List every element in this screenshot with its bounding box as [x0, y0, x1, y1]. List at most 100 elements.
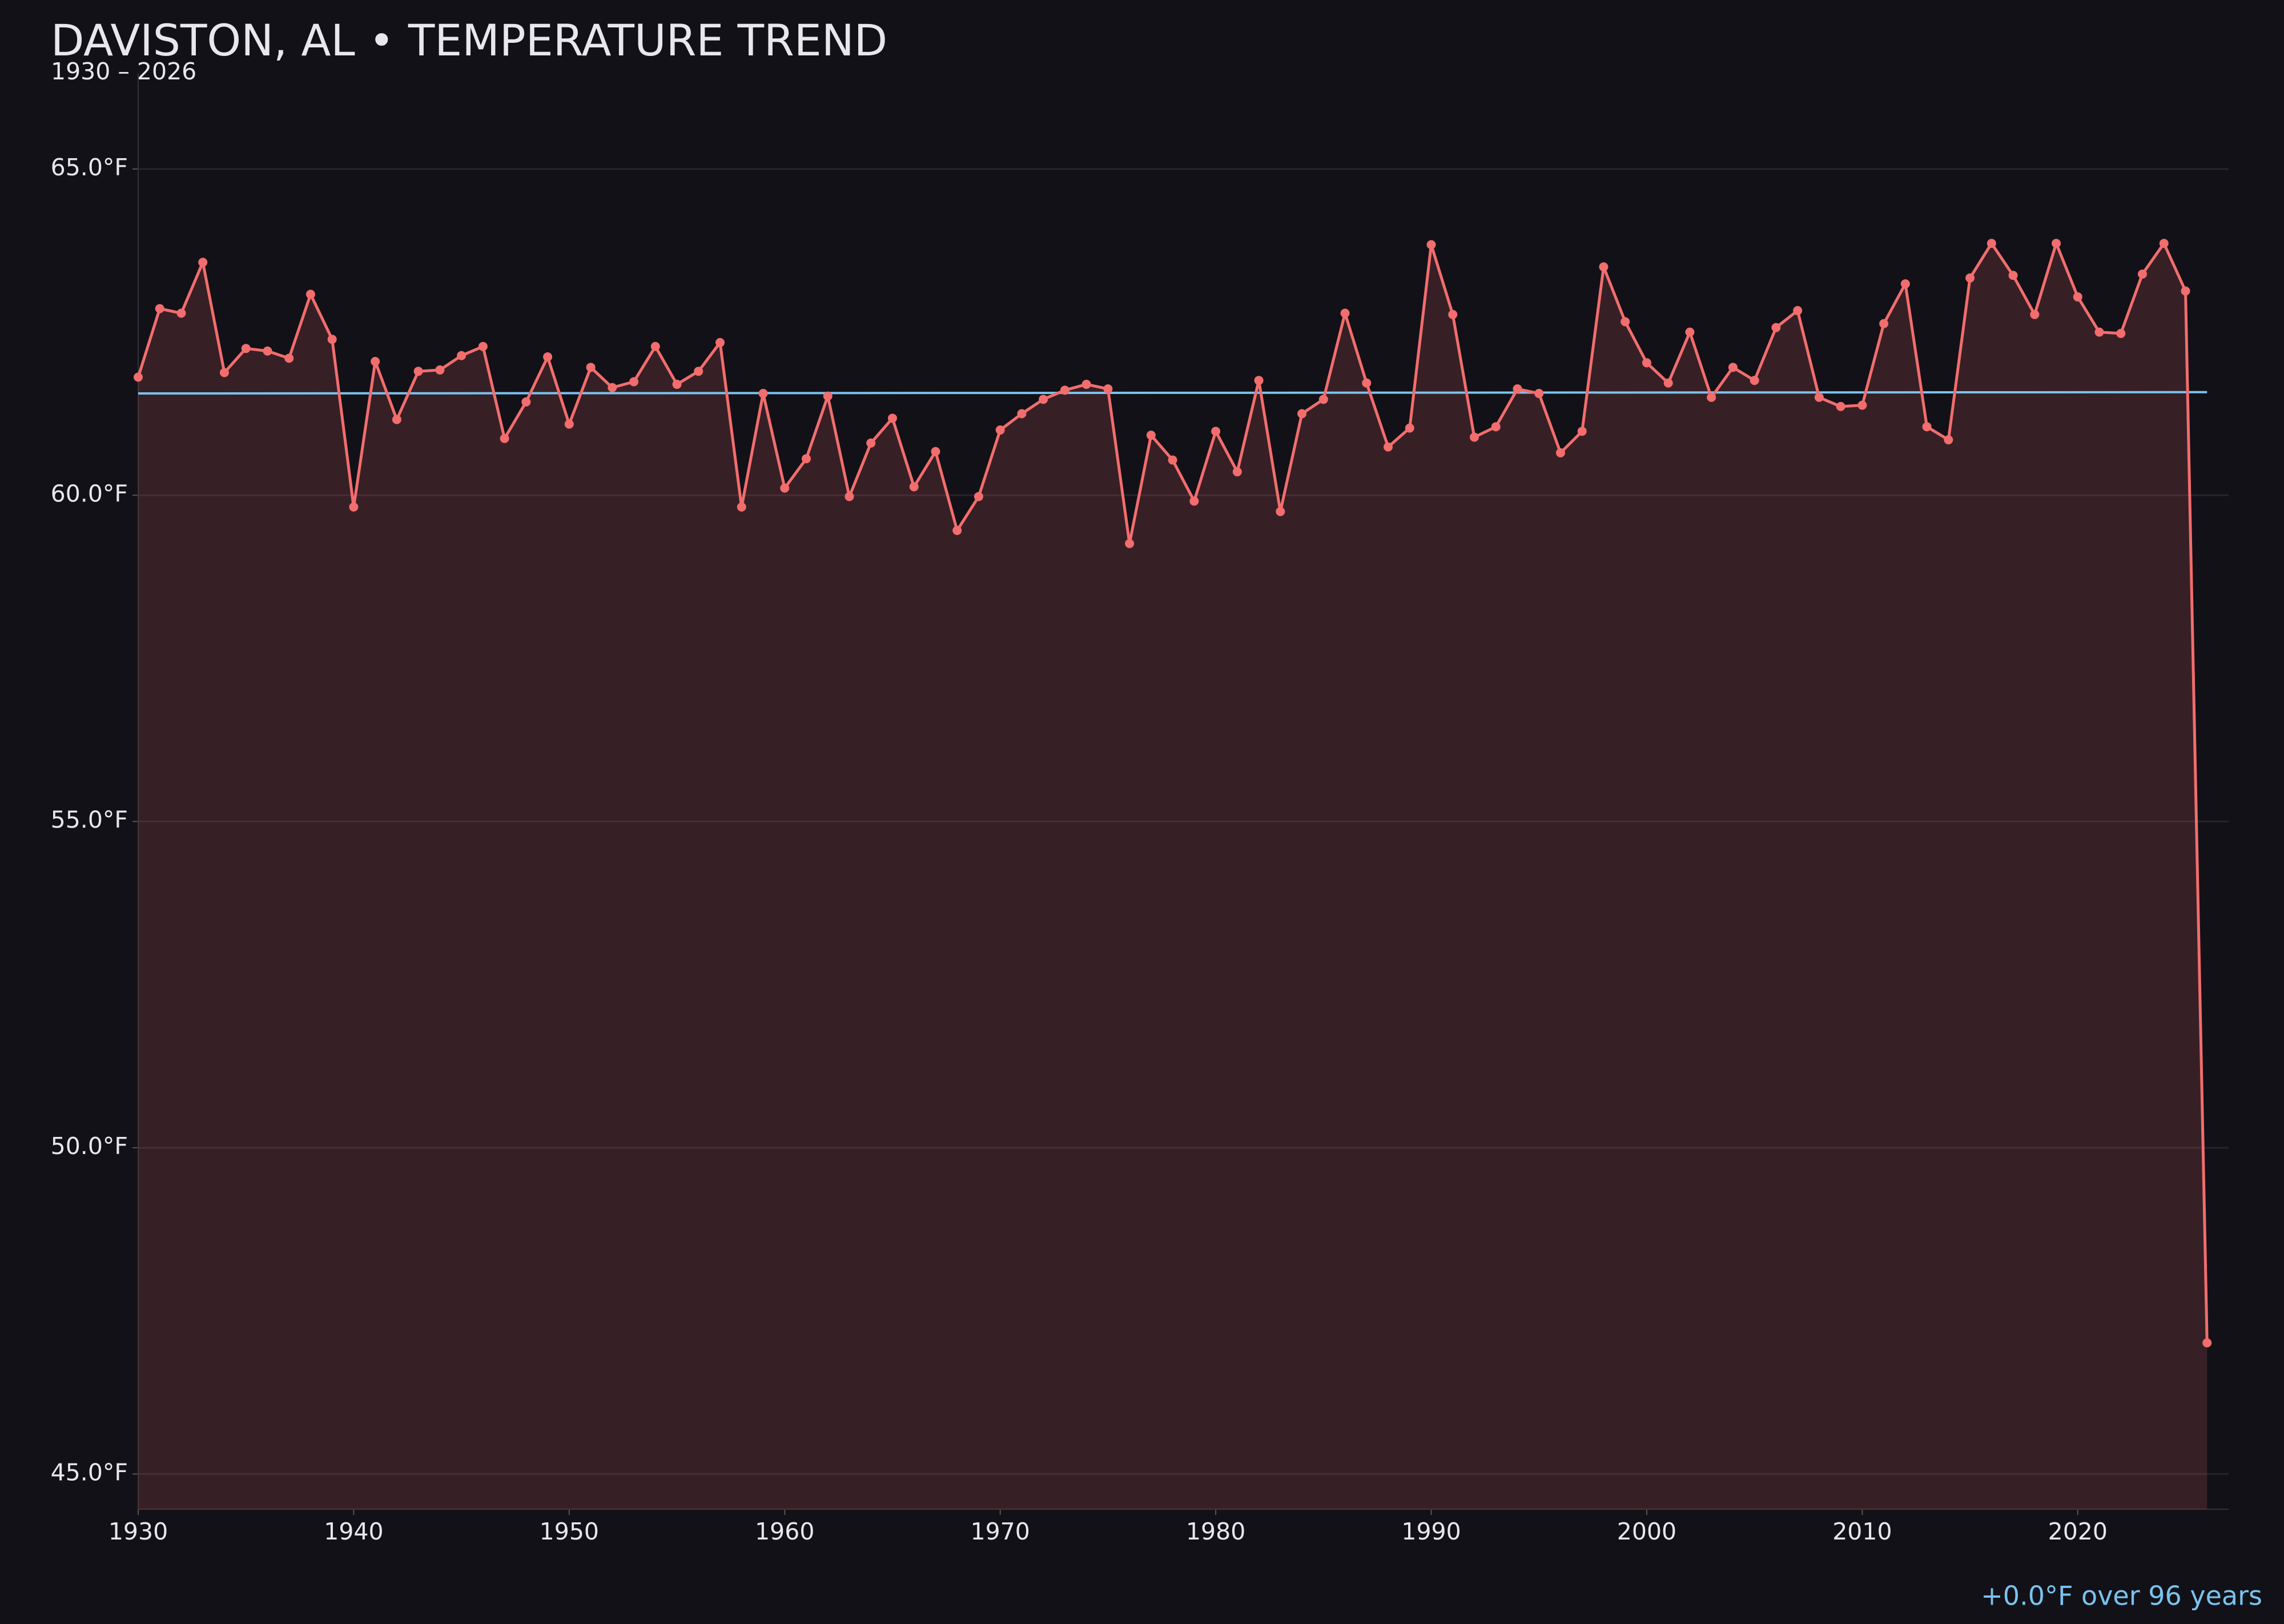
- point: [1900, 279, 1910, 289]
- x-tick-label: 1960: [755, 1518, 814, 1545]
- point: [1707, 392, 1716, 402]
- point: [1318, 395, 1328, 404]
- point: [608, 383, 617, 392]
- point: [586, 363, 596, 372]
- point: [521, 397, 531, 407]
- point: [1081, 380, 1091, 389]
- point: [284, 353, 294, 363]
- point: [1232, 467, 1242, 477]
- point: [887, 413, 897, 423]
- point: [1168, 455, 1177, 465]
- y-tick-label: 60.0°F: [51, 480, 128, 507]
- x-tick-label: 1970: [971, 1518, 1030, 1545]
- point: [1555, 448, 1565, 458]
- point: [155, 304, 164, 313]
- point: [371, 357, 380, 367]
- point: [543, 352, 553, 362]
- point: [866, 438, 876, 448]
- point: [1491, 422, 1501, 432]
- point: [1685, 327, 1695, 337]
- point: [478, 341, 488, 351]
- point: [392, 415, 401, 424]
- point: [1857, 400, 1867, 410]
- point: [1750, 376, 1759, 385]
- point: [2094, 327, 2104, 337]
- point: [909, 482, 919, 492]
- point: [1211, 427, 1221, 436]
- x-tick-label: 2020: [2048, 1518, 2108, 1545]
- point: [1987, 239, 1996, 248]
- point: [2052, 239, 2061, 248]
- point: [2116, 328, 2126, 338]
- x-tick-label: 1990: [1401, 1518, 1461, 1545]
- point: [823, 391, 833, 401]
- point: [1534, 389, 1544, 399]
- point: [737, 502, 746, 512]
- point: [2073, 292, 2082, 302]
- point: [1146, 431, 1156, 440]
- point: [650, 341, 660, 351]
- chart-title: DAVISTON, AL • TEMPERATURE TREND: [51, 15, 887, 66]
- point: [1879, 319, 1889, 328]
- point: [1513, 384, 1522, 394]
- point: [802, 454, 811, 464]
- point: [1039, 395, 1048, 404]
- point: [2159, 239, 2169, 248]
- point: [1448, 309, 1458, 319]
- point: [1642, 358, 1651, 368]
- y-tick-label: 65.0°F: [51, 154, 128, 181]
- point: [995, 425, 1005, 435]
- point: [305, 290, 315, 299]
- point: [715, 337, 725, 347]
- point: [931, 447, 940, 456]
- area: [138, 243, 2207, 1510]
- point: [263, 346, 272, 356]
- point: [1384, 442, 1393, 452]
- point: [1426, 240, 1436, 250]
- point: [1944, 435, 1953, 445]
- point: [758, 389, 768, 399]
- annotation: +0.0°F over 96 years: [1981, 1581, 2262, 1611]
- point: [1599, 262, 1609, 272]
- point: [1254, 376, 1264, 385]
- trend-line: [138, 391, 2207, 395]
- point: [2138, 269, 2148, 279]
- point: [1017, 409, 1027, 419]
- point: [198, 258, 208, 267]
- point: [327, 335, 337, 344]
- point: [564, 419, 574, 429]
- point: [1620, 317, 1630, 327]
- point: [1836, 401, 1845, 411]
- point: [672, 380, 682, 389]
- point: [2202, 1338, 2212, 1348]
- point: [435, 365, 445, 375]
- x-tick-label: 1980: [1186, 1518, 1245, 1545]
- point: [1728, 363, 1738, 372]
- point: [629, 377, 639, 387]
- point: [1922, 422, 1932, 432]
- point: [134, 372, 143, 382]
- point: [1771, 323, 1781, 332]
- point: [2030, 309, 2040, 319]
- point: [845, 492, 854, 501]
- chart-subtitle: 1930 – 2026: [51, 58, 196, 85]
- point: [413, 367, 423, 376]
- point: [1103, 384, 1113, 394]
- point: [1189, 496, 1199, 506]
- y-tick-label: 55.0°F: [51, 806, 128, 834]
- point: [2181, 286, 2190, 296]
- x-tick-label: 1950: [540, 1518, 599, 1545]
- point: [780, 483, 790, 493]
- point: [1577, 427, 1587, 436]
- x-tick-label: 1940: [324, 1518, 383, 1545]
- point: [2008, 271, 2018, 280]
- point: [1965, 273, 1975, 283]
- point: [1297, 409, 1307, 419]
- point: [1060, 385, 1069, 395]
- x-tick-label: 2000: [1617, 1518, 1676, 1545]
- point: [241, 344, 251, 353]
- point: [952, 526, 962, 536]
- y-tick-label: 50.0°F: [51, 1132, 128, 1160]
- point: [1793, 305, 1803, 315]
